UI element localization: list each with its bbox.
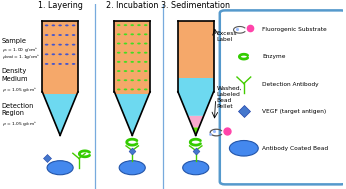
Circle shape (58, 34, 62, 36)
Circle shape (45, 44, 48, 46)
Bar (178, 21, 213, 78)
Text: Antibody Coated Bead: Antibody Coated Bead (262, 146, 328, 151)
Text: $\rho$ = 1.05 g/cm³: $\rho$ = 1.05 g/cm³ (2, 85, 37, 94)
Circle shape (130, 61, 134, 63)
Text: $\rho_{bead}$ = 1.1g/cm³: $\rho_{bead}$ = 1.1g/cm³ (2, 52, 40, 61)
Circle shape (117, 43, 120, 44)
Circle shape (52, 24, 55, 26)
Circle shape (45, 24, 48, 26)
Text: $\rho$ = 1.05 g/cm³: $\rho$ = 1.05 g/cm³ (2, 119, 37, 128)
Circle shape (65, 34, 69, 36)
Text: VEGF (target antigen): VEGF (target antigen) (262, 109, 326, 114)
Circle shape (124, 79, 127, 81)
Circle shape (45, 53, 48, 55)
Circle shape (137, 88, 141, 90)
Circle shape (65, 63, 69, 65)
Circle shape (72, 24, 75, 26)
Circle shape (137, 33, 141, 35)
Circle shape (45, 63, 48, 65)
Circle shape (45, 34, 48, 36)
Circle shape (229, 140, 258, 156)
Circle shape (130, 33, 134, 35)
Circle shape (144, 24, 147, 26)
Circle shape (130, 79, 134, 81)
Polygon shape (192, 127, 199, 135)
Circle shape (137, 24, 141, 26)
Circle shape (47, 161, 73, 175)
Circle shape (137, 52, 141, 54)
Circle shape (58, 63, 62, 65)
Circle shape (117, 33, 120, 35)
Circle shape (65, 53, 69, 55)
Text: $\rho_s$ = 1.00 g/cm³: $\rho_s$ = 1.00 g/cm³ (2, 45, 38, 54)
Circle shape (72, 34, 75, 36)
Bar (42, 69, 78, 92)
Polygon shape (178, 92, 213, 116)
FancyBboxPatch shape (220, 10, 346, 184)
Polygon shape (115, 94, 149, 135)
Circle shape (117, 61, 120, 63)
Text: Fluorogenic Substrate: Fluorogenic Substrate (262, 27, 327, 32)
Polygon shape (43, 94, 77, 135)
Text: Washed,
Labeled
Bead
Pellet: Washed, Labeled Bead Pellet (216, 86, 242, 109)
Polygon shape (42, 92, 78, 94)
Circle shape (137, 70, 141, 72)
Text: Detection
Region: Detection Region (2, 103, 34, 116)
Circle shape (137, 61, 141, 63)
Circle shape (58, 53, 62, 55)
Bar (42, 21, 78, 69)
Circle shape (144, 79, 147, 81)
Polygon shape (115, 92, 150, 94)
Text: 3. Sedimentation: 3. Sedimentation (161, 1, 230, 10)
Circle shape (58, 24, 62, 26)
Circle shape (144, 70, 147, 72)
Circle shape (130, 24, 134, 26)
Circle shape (183, 161, 209, 175)
Text: Detection Antibody: Detection Antibody (262, 82, 319, 87)
Circle shape (124, 52, 127, 54)
Circle shape (144, 33, 147, 35)
Circle shape (124, 88, 127, 90)
Circle shape (52, 63, 55, 65)
Circle shape (144, 43, 147, 44)
Circle shape (52, 53, 55, 55)
Bar (178, 78, 213, 92)
Circle shape (130, 70, 134, 72)
Circle shape (144, 52, 147, 54)
Circle shape (124, 70, 127, 72)
Text: Density
Medium: Density Medium (2, 68, 28, 82)
Circle shape (117, 24, 120, 26)
Circle shape (144, 88, 147, 90)
Bar (115, 21, 150, 92)
Circle shape (144, 61, 147, 63)
Text: Excess
Label: Excess Label (216, 31, 237, 42)
Circle shape (117, 88, 120, 90)
Circle shape (65, 24, 69, 26)
Circle shape (52, 44, 55, 46)
Text: 2. Incubation: 2. Incubation (106, 1, 158, 10)
Circle shape (52, 34, 55, 36)
Circle shape (130, 88, 134, 90)
Circle shape (124, 24, 127, 26)
Circle shape (72, 44, 75, 46)
Circle shape (117, 52, 120, 54)
Circle shape (72, 53, 75, 55)
Circle shape (124, 61, 127, 63)
Circle shape (137, 43, 141, 44)
Circle shape (58, 44, 62, 46)
Text: Sample: Sample (2, 38, 27, 44)
Polygon shape (188, 116, 204, 127)
Text: Enzyme: Enzyme (262, 54, 285, 59)
Circle shape (130, 52, 134, 54)
Text: 1. Layering: 1. Layering (38, 1, 83, 10)
Circle shape (124, 33, 127, 35)
Circle shape (137, 79, 141, 81)
Circle shape (130, 43, 134, 44)
Circle shape (65, 44, 69, 46)
Circle shape (117, 79, 120, 81)
Circle shape (72, 63, 75, 65)
Circle shape (124, 43, 127, 44)
Circle shape (119, 161, 145, 175)
Circle shape (117, 70, 120, 72)
